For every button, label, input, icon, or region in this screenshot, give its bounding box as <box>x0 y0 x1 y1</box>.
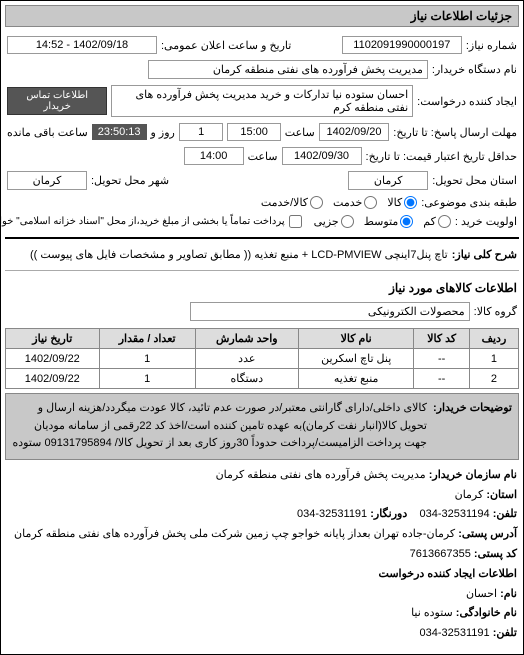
announce-label: تاریخ و ساعت اعلان عمومی: <box>161 39 291 52</box>
desc-label: شرح کلی نیاز: <box>452 248 517 261</box>
fax: 32531191-034 <box>297 508 367 520</box>
table-header: واحد شمارش <box>195 329 298 349</box>
radio-goods[interactable] <box>404 196 417 209</box>
announce-field: 1402/09/18 - 14:52 <box>7 36 157 54</box>
radio-med[interactable] <box>400 215 413 228</box>
buyer-note-text: کالای داخلی/دارای گارانتی معتبر/در صورت … <box>12 400 427 453</box>
postal: 7613667355 <box>410 548 471 560</box>
goods-section-title: اطلاعات کالاهای مورد نیاز <box>5 277 519 299</box>
phone2: 32531191-034 <box>419 627 489 639</box>
validity-time: 14:00 <box>184 147 244 165</box>
payment-note: پرداخت تماماً یا بخشی از مبلغ خرید،از مح… <box>0 216 285 227</box>
desc-text: تاچ پنل7اینچی LCD-PMVIEW + منبع تغذیه ((… <box>30 248 448 261</box>
name-label: نام: <box>500 588 517 600</box>
contact-buyer-button[interactable]: اطلاعات تماس خریدار <box>7 87 107 115</box>
table-header: کد کالا <box>414 329 469 349</box>
table-cell: منبع تغذیه <box>298 369 414 389</box>
table-cell: 2 <box>469 369 518 389</box>
treasury-checkbox[interactable] <box>289 215 302 228</box>
deadline-send-date: 1402/09/20 <box>319 123 390 141</box>
priority-label: اولویت خرید : <box>455 215 517 228</box>
validity-date: 1402/09/30 <box>282 147 362 165</box>
table-cell: -- <box>414 349 469 369</box>
table-cell: دستگاه <box>195 369 298 389</box>
province-label: استان محل تحویل: <box>432 174 517 187</box>
table-cell: عدد <box>195 349 298 369</box>
address: کرمان-جاده تهران بعداز پایانه خواجو چپ ز… <box>14 528 455 540</box>
table-cell: -- <box>414 369 469 389</box>
time-label-1: ساعت <box>285 126 315 139</box>
province-field: کرمان <box>348 171 428 190</box>
radio-goods-service-label: کالا/خدمت <box>261 196 308 209</box>
radio-med-label: متوسط <box>364 215 399 228</box>
table-cell: پنل تاچ اسکرین <box>298 349 414 369</box>
org-province: کرمان <box>455 489 484 501</box>
radio-goods-label: کالا <box>387 196 402 209</box>
table-cell: 1402/09/22 <box>6 349 100 369</box>
package-label: طبقه بندی موضوعی: <box>421 196 517 209</box>
table-header: ردیف <box>469 329 518 349</box>
creator-section: اطلاعات ایجاد کننده درخواست <box>7 565 517 585</box>
radio-goods-service[interactable] <box>310 196 323 209</box>
page-title: جزئیات اطلاعات نیاز <box>411 9 512 23</box>
deadline-send-label: مهلت ارسال پاسخ: تا تاریخ: <box>393 126 517 139</box>
table-header: نام کالا <box>298 329 414 349</box>
postal-label: کد پستی: <box>474 548 517 560</box>
table-cell: 1 <box>469 349 518 369</box>
remaining-label: ساعت باقی مانده <box>7 126 88 139</box>
radio-service-label: خدمت <box>333 196 362 209</box>
phone2-label: تلفن: <box>493 627 517 639</box>
radio-high[interactable] <box>341 215 354 228</box>
table-row: 1--پنل تاچ اسکرینعدد11402/09/22 <box>6 349 519 369</box>
buyer-org-field: مدیریت پخش فرآورده های نفتی منطقه کرمان <box>148 60 428 79</box>
lastname: ستوده نیا <box>411 607 453 619</box>
countdown-timer: 23:50:13 <box>92 124 147 140</box>
buyer-note-block: توضیحات خریدار: کالای داخلی/دارای گارانت… <box>5 393 519 460</box>
table-header: تعداد / مقدار <box>99 329 195 349</box>
radio-low[interactable] <box>438 215 451 228</box>
req-number-field: 1102091990000197 <box>342 36 462 54</box>
phone: 32531194-034 <box>419 508 489 520</box>
time-label-2: ساعت <box>248 150 278 163</box>
city-field: کرمان <box>7 171 87 190</box>
table-cell: 1402/09/22 <box>6 369 100 389</box>
org-name: مدیریت پخش فرآورده های نفتی منطقه کرمان <box>216 469 426 481</box>
lastname-label: نام خانوادگی: <box>456 607 517 619</box>
requester-field: احسان ستوده نیا تدارکات و خرید مدیریت پخ… <box>111 85 413 117</box>
remaining-days-label: روز و <box>151 126 175 139</box>
name: احسان <box>466 588 497 600</box>
requester-label: ایجاد کننده درخواست: <box>417 95 517 108</box>
radio-high-label: جزیی <box>314 215 339 228</box>
phone-label: تلفن: <box>493 508 517 520</box>
deadline-send-time: 15:00 <box>227 123 280 141</box>
address-label: آدرس پستی: <box>458 528 517 540</box>
group-field: محصولات الکترونیکی <box>190 302 470 321</box>
table-cell: 1 <box>99 369 195 389</box>
org-name-label: نام سازمان خریدار: <box>429 469 517 481</box>
footer-info: نام سازمان خریدار: مدیریت پخش فرآورده ها… <box>5 460 519 650</box>
goods-table: ردیفکد کالانام کالاواحد شمارشتعداد / مقد… <box>5 328 519 389</box>
radio-service[interactable] <box>364 196 377 209</box>
fax-label: دورنگار: <box>370 508 407 520</box>
group-label: گروه کالا: <box>474 305 517 318</box>
remaining-days: 1 <box>179 123 224 141</box>
city-label: شهر محل تحویل: <box>91 174 169 187</box>
radio-low-label: کم <box>423 215 436 228</box>
req-number-label: شماره نیاز: <box>466 39 517 52</box>
table-cell: 1 <box>99 349 195 369</box>
buyer-org-label: نام دستگاه خریدار: <box>432 63 517 76</box>
table-row: 2--منبع تغذیهدستگاه11402/09/22 <box>6 369 519 389</box>
org-province-label: استان: <box>486 489 517 501</box>
buyer-note-label: توضیحات خریدار: <box>433 400 512 453</box>
page-header: جزئیات اطلاعات نیاز <box>5 5 519 27</box>
validity-label: حداقل تاریخ اعتبار قیمت: تا تاریخ: <box>366 150 517 163</box>
table-header: تاریخ نیاز <box>6 329 100 349</box>
